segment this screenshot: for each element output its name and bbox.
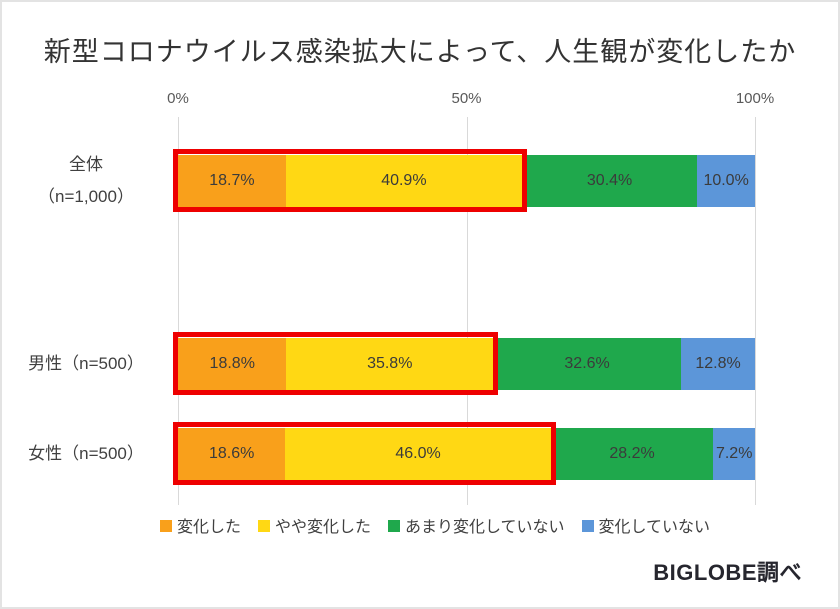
source-credit: BIGLOBE調べ (653, 560, 802, 585)
x-tick-0: 0% (167, 90, 189, 107)
plot-area: 全体 （n=1,000） 18.7% 40.9% 30.4% 10.0% 男性（n=50… (28, 117, 756, 505)
category-label-line: （n=1,000） (38, 187, 134, 206)
gridline-0 (178, 117, 179, 505)
bar-row: 女性（n=500） 18.6% 46.0% 28.2% 7.2% (28, 422, 755, 485)
category-label-line: 男性（n=500） (28, 354, 144, 373)
bar-segment: 18.6% (178, 428, 286, 480)
segment-value-label: 7.2% (715, 445, 753, 462)
segment-value-label: 18.6% (208, 445, 255, 462)
bar-segment: 46.0% (285, 428, 551, 480)
category-label-line: 女性（n=500） (28, 444, 144, 463)
legend-swatch-somewhat-changed (257, 520, 270, 532)
bar-segment: 10.0% (697, 155, 755, 207)
legend-item: 変化していない (581, 513, 711, 537)
category-label-line: 全体 (69, 155, 103, 174)
bar-segment: 30.4% (521, 155, 698, 207)
segment-value-label: 10.0% (703, 172, 749, 189)
legend-item: あまり変化していない (387, 513, 565, 537)
chart-title: 新型コロナウイルス感染拡大によって、人生観が変化したか (43, 37, 797, 67)
segment-value-label: 18.7% (209, 172, 255, 189)
bar-segment: 18.7% (178, 155, 286, 207)
legend-label: あまり変化していない (404, 519, 565, 536)
bar-segment: 28.2% (550, 428, 714, 480)
segment-value-label: 28.2% (609, 445, 655, 462)
bar-segment: 12.8% (681, 338, 755, 390)
segment-value-label: 46.0% (395, 445, 441, 462)
bar-segment: 32.6% (493, 338, 682, 390)
x-tick-100: 100% (735, 90, 775, 107)
bar-row: 全体 （n=1,000） 18.7% 40.9% 30.4% 10.0% (38, 149, 755, 212)
bar-segment: 7.2% (713, 428, 755, 480)
segment-value-label: 18.8% (209, 355, 255, 372)
bar-segment: 40.9% (285, 155, 522, 207)
segment-value-label: 35.8% (367, 355, 413, 372)
legend-label: 変化した (176, 519, 241, 536)
segment-value-label: 30.4% (586, 172, 633, 189)
bar-row: 男性（n=500） 18.8% 35.8% 32.6% 12.8% (28, 332, 755, 395)
segment-value-label: 12.8% (695, 355, 741, 372)
x-tick-50: 50% (451, 90, 482, 107)
category-label: 全体 （n=1,000） (2, 149, 170, 213)
legend-swatch-changed (159, 520, 172, 532)
gridline-50 (466, 117, 468, 505)
bar-segment: 35.8% (286, 338, 494, 390)
legend-label: 変化していない (598, 519, 711, 536)
segment-value-label: 32.6% (564, 355, 610, 372)
legend-swatch-not-much-changed (387, 520, 400, 532)
chart-legend: 変化した やや変化した あまり変化していない 変化していない (17, 513, 838, 537)
gridline-100 (755, 117, 756, 505)
legend-item: やや変化した (257, 513, 371, 537)
category-label: 男性（n=500） (2, 348, 170, 380)
bar-segment: 18.8% (178, 338, 287, 390)
segment-value-label: 40.9% (381, 172, 427, 189)
stacked-bar: 18.6% 46.0% 28.2% 7.2% (178, 428, 755, 480)
legend-item: 変化した (159, 513, 241, 537)
legend-swatch-not-changed (581, 520, 594, 532)
legend-label: やや変化した (274, 519, 371, 536)
stacked-bar: 18.8% 35.8% 32.6% 12.8% (178, 338, 755, 390)
stacked-bar: 18.7% 40.9% 30.4% 10.0% (178, 155, 755, 207)
x-axis: 0% 50% 100% (167, 90, 774, 110)
category-label: 女性（n=500） (2, 438, 170, 470)
